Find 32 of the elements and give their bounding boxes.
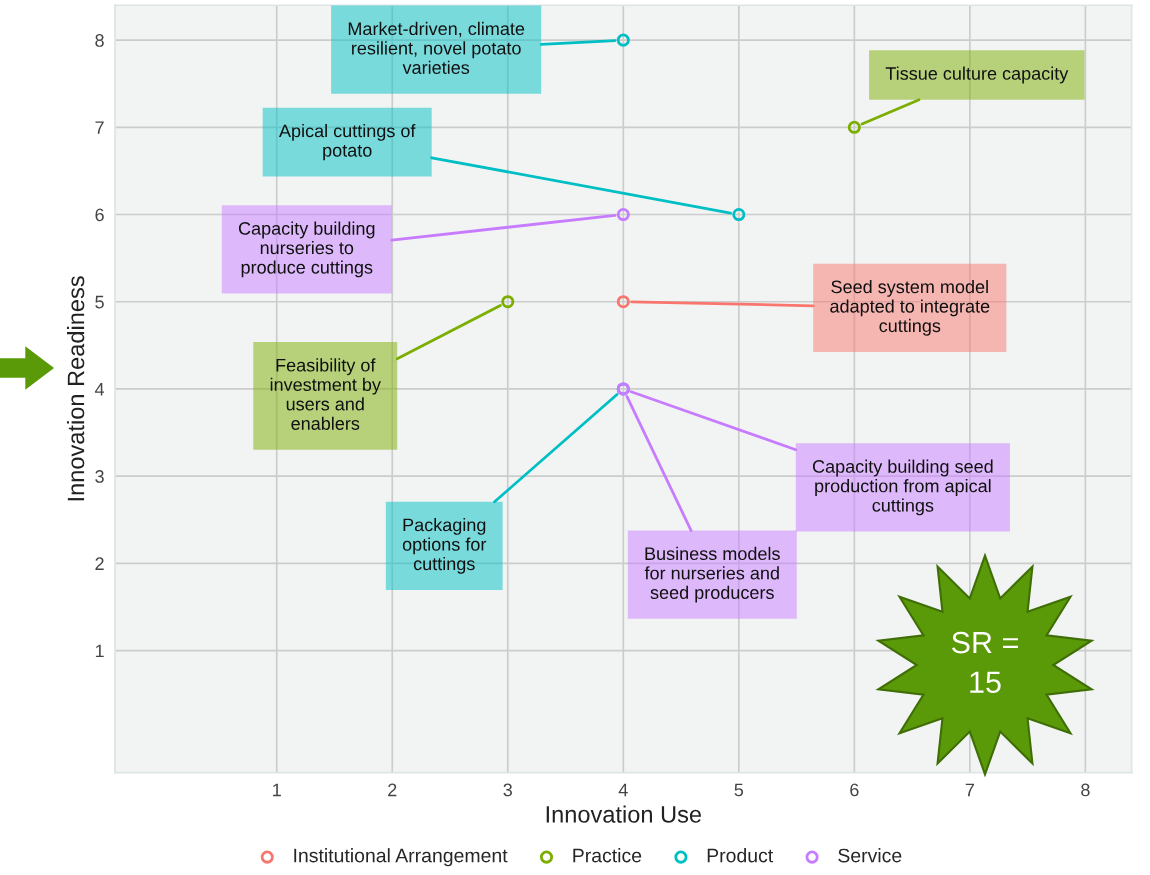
data-label: Feasibility of investment by users and enablers xyxy=(270,358,381,430)
y-tick-label: 8 xyxy=(95,34,104,47)
x-tick-label: 5 xyxy=(734,783,744,797)
data-label: Capacity building nurseries to produce cuttings xyxy=(238,221,375,278)
legend-label: Service xyxy=(838,848,902,863)
data-label: Tissue culture capacity xyxy=(885,66,1069,84)
y-axis-title: Innovation Readiness xyxy=(66,276,85,501)
y-tick-label: 2 xyxy=(95,557,104,570)
y-tick-label: 3 xyxy=(95,470,104,483)
y-tick-label: 1 xyxy=(95,644,104,658)
x-tick-label: 1 xyxy=(273,783,281,797)
data-label: Capacity building seed production from apical cuttings xyxy=(812,459,993,516)
y-tick-label: 5 xyxy=(95,295,104,309)
data-label: Market-driven, climate resilient, novel potato varieties xyxy=(348,21,525,75)
data-label: Apical cuttings of potato xyxy=(278,124,416,161)
x-tick-label: 4 xyxy=(618,783,628,797)
x-tick-label: 2 xyxy=(388,783,397,797)
data-label: Packaging options for cuttings xyxy=(402,518,487,574)
x-tick-label: 7 xyxy=(965,783,974,797)
x-tick-label: 8 xyxy=(1081,783,1090,797)
x-axis-title: Innovation Use xyxy=(546,805,702,823)
x-tick-label: 3 xyxy=(503,783,512,797)
y-tick-label: 7 xyxy=(95,121,104,134)
data-label: Seed system model adapted to integrate cuttings xyxy=(830,279,990,336)
annotation: SR = 15 xyxy=(952,631,1018,693)
legend-label: Institutional Arrangement xyxy=(294,848,508,867)
legend-label: Product xyxy=(707,848,774,863)
y-tick-label: 4 xyxy=(94,383,105,396)
data-label: Business models for nurseries and seed producers xyxy=(644,546,780,603)
legend-label: Practice xyxy=(573,848,642,863)
x-tick-label: 6 xyxy=(850,783,859,797)
y-tick-label: 6 xyxy=(95,208,104,222)
